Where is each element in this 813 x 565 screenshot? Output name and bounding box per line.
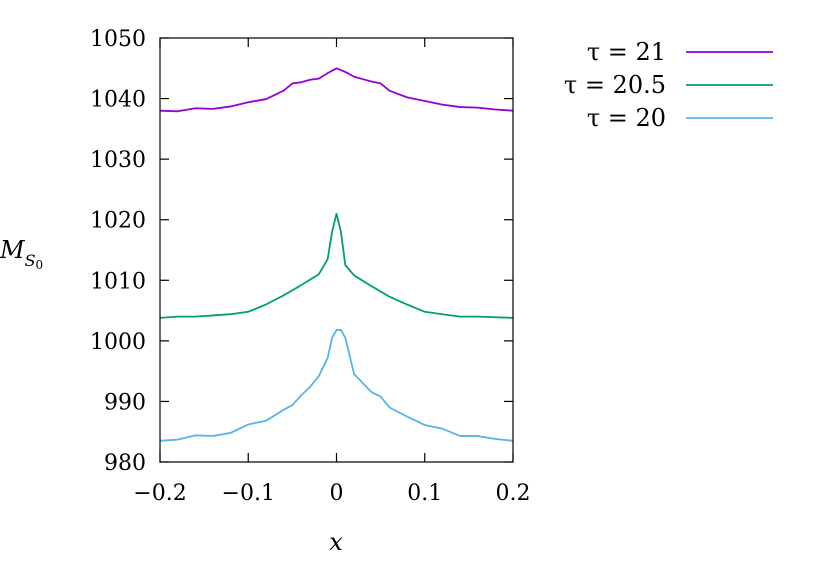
y-axis-label-main: M (0, 236, 26, 264)
y-tick-label: 980 (104, 451, 146, 476)
y-tick-label: 1020 (90, 209, 146, 234)
y-axis-label-sub: S (25, 251, 36, 270)
y-tick-label: 1040 (90, 88, 146, 113)
x-tick-label: 0.1 (407, 481, 442, 506)
y-axis-label: MS0 (0, 236, 43, 272)
x-tick-label: −0.1 (222, 481, 275, 506)
legend-label-2: τ = 20 (587, 104, 666, 132)
x-tick-label: −0.2 (133, 481, 186, 506)
axis-ticks (159, 37, 514, 463)
series-line-1 (159, 212, 514, 319)
y-tick-label: 1010 (90, 269, 146, 294)
y-tick-label: 1000 (90, 330, 146, 355)
x-tick-label: 0 (330, 481, 344, 506)
series-line-0 (159, 67, 514, 113)
legend-label-0: τ = 21 (587, 38, 666, 66)
plot-lines (159, 67, 514, 442)
y-tick-label: 990 (104, 390, 146, 415)
y-axis-label-subsub: 0 (36, 258, 44, 272)
y-tick-label: 1050 (90, 27, 146, 52)
y-tick-label: 1030 (90, 148, 146, 173)
x-tick-label: 0.2 (496, 481, 531, 506)
legend-label-1: τ = 20.5 (564, 71, 666, 99)
series-line-2 (159, 329, 514, 442)
y-tick-labels: 980 990 1000 1010 1020 1030 1040 1050 (90, 27, 146, 476)
plot-frame (159, 37, 514, 463)
legend: τ = 21 τ = 20.5 τ = 20 (564, 38, 773, 132)
x-axis-label: x (329, 528, 343, 556)
x-tick-labels: −0.2 −0.1 0 0.1 0.2 (133, 481, 530, 506)
